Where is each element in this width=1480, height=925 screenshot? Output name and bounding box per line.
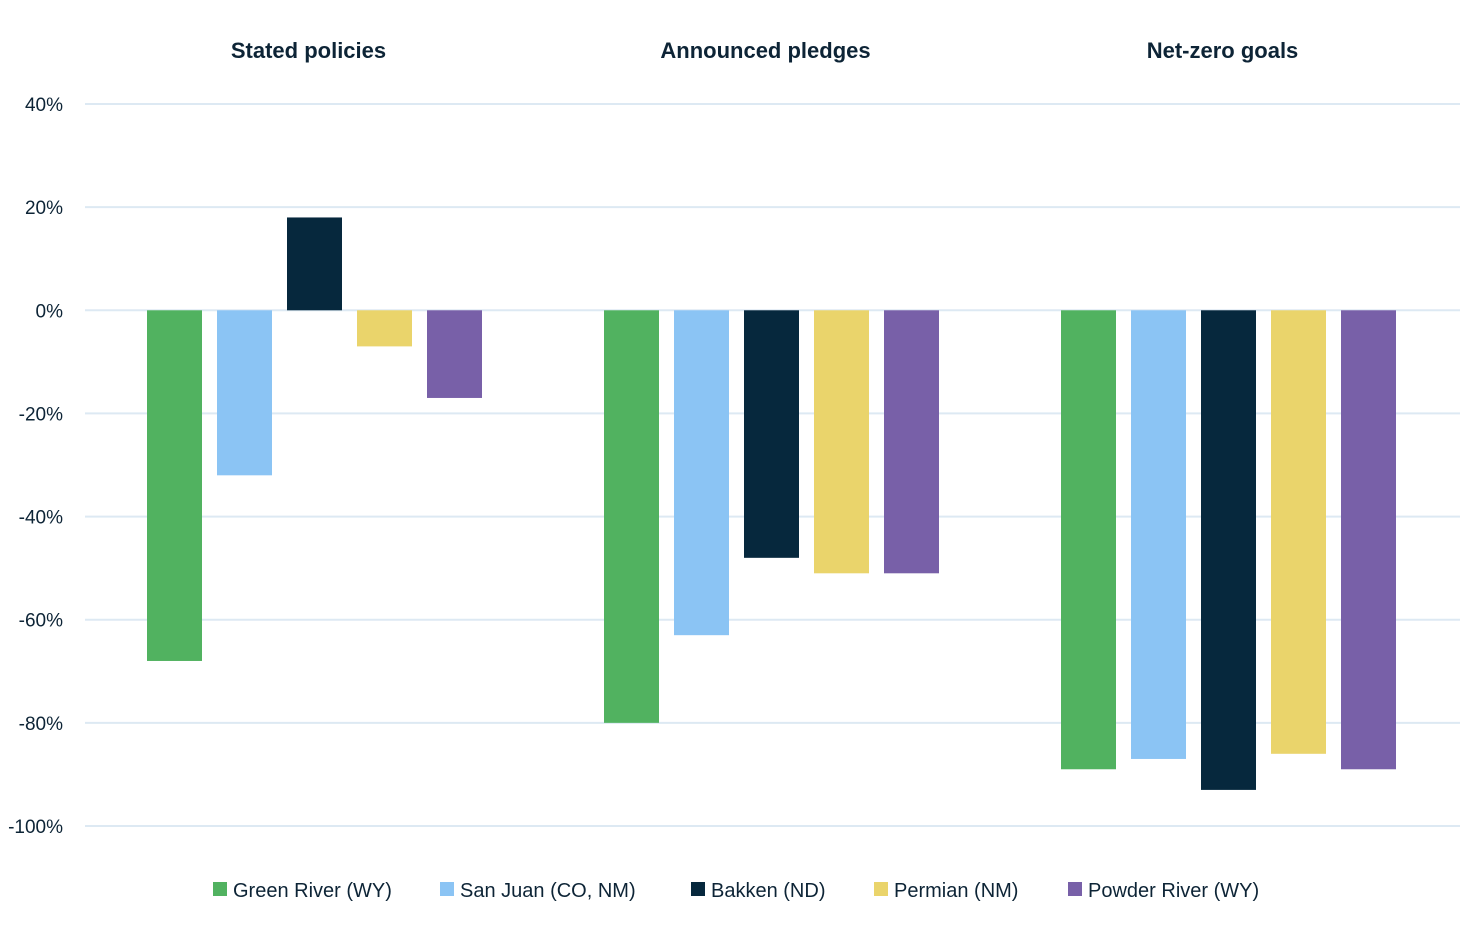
group-title: Net-zero goals (1147, 38, 1299, 63)
bar (604, 310, 659, 723)
legend-label: Permian (NM) (894, 880, 1018, 902)
group-title: Announced pledges (660, 38, 870, 63)
bar (1271, 310, 1326, 754)
y-axis-tick-labels: 40% 20% 0% -20% -40% -60% -80% -100% (8, 95, 63, 838)
y-tick-label: -40% (19, 508, 63, 529)
y-tick-label: 20% (25, 198, 63, 219)
bar (1201, 310, 1256, 790)
group-title: Stated policies (231, 38, 386, 63)
legend-swatch (691, 882, 705, 896)
bar (427, 310, 482, 398)
bar (814, 310, 869, 574)
bar (217, 310, 272, 476)
y-tick-label: 0% (36, 301, 64, 322)
bar (147, 310, 202, 661)
legend-swatch (1068, 882, 1082, 896)
legend-swatch (440, 882, 454, 896)
y-tick-label: -100% (8, 817, 63, 838)
y-tick-label: -80% (19, 714, 63, 735)
legend-label: Green River (WY) (233, 880, 392, 902)
legend-swatch (874, 882, 888, 896)
group-titles: Stated policies Announced pledges Net-zero… (231, 38, 1298, 63)
bar (1341, 310, 1396, 770)
bar (357, 310, 412, 347)
legend-swatch (213, 882, 227, 896)
bar (884, 310, 939, 574)
y-tick-label: -60% (19, 611, 63, 632)
legend-label: Powder River (WY) (1088, 880, 1259, 902)
y-tick-label: 40% (25, 95, 63, 116)
bar (1131, 310, 1186, 759)
bar (674, 310, 729, 636)
legend: Green River (WY) San Juan (CO, NM) Bakken … (213, 880, 1259, 902)
legend-label: San Juan (CO, NM) (460, 880, 636, 902)
y-tick-label: -20% (19, 404, 63, 425)
bar (744, 310, 799, 558)
bar (287, 217, 342, 311)
legend-label: Bakken (ND) (711, 880, 825, 902)
bar (1061, 310, 1116, 770)
bars (147, 217, 1396, 790)
